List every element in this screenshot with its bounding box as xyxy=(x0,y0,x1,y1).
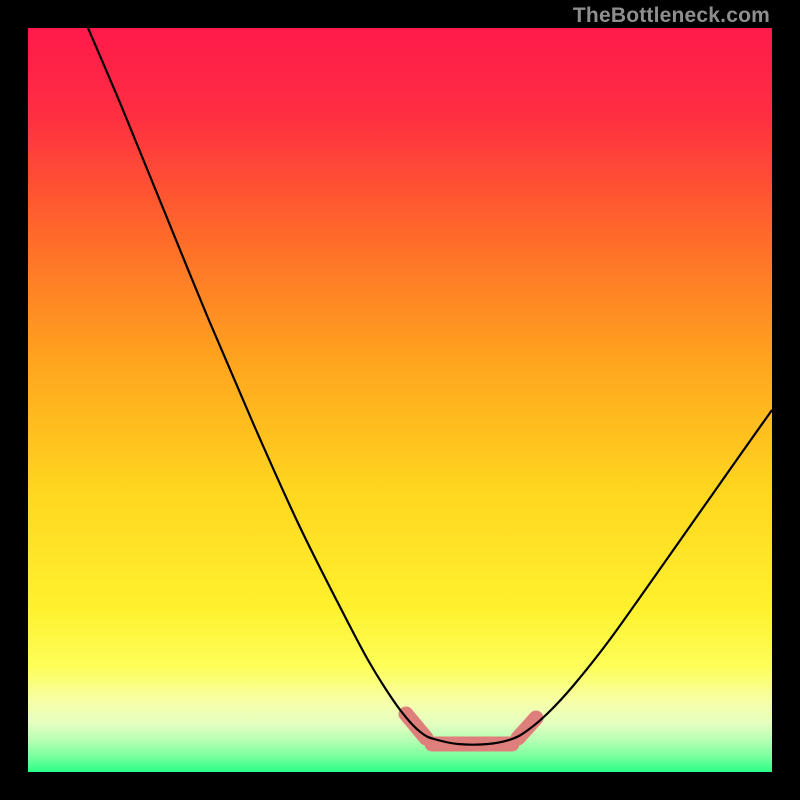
flat-marker-group xyxy=(406,714,536,744)
plot-area xyxy=(28,28,772,772)
watermark-text: TheBottleneck.com xyxy=(573,4,770,28)
curve-layer xyxy=(28,28,772,772)
outer-frame: TheBottleneck.com xyxy=(0,0,800,800)
bottleneck-curve xyxy=(88,28,772,745)
